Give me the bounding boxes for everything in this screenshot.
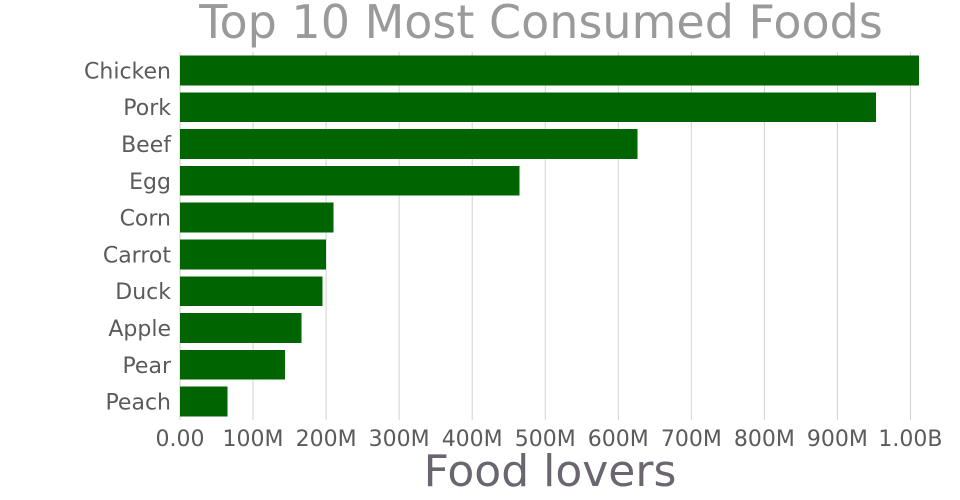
y-tick-label: Carrot (103, 243, 172, 268)
y-tick-label: Corn (120, 207, 171, 232)
bar-apple[interactable] (180, 313, 302, 343)
x-tick-label: 200M (296, 427, 357, 452)
x-tick-label: 700M (661, 427, 722, 452)
y-tick-label: Pear (122, 354, 171, 379)
x-tick-label: 600M (588, 427, 649, 452)
bar-carrot[interactable] (180, 239, 327, 270)
y-tick-label: Egg (129, 170, 171, 195)
bar-pork[interactable] (180, 92, 877, 123)
x-tick-label: 500M (515, 427, 576, 452)
bar-peach[interactable] (180, 386, 228, 417)
x-tick-label: 300M (369, 427, 430, 452)
bar-egg[interactable] (180, 165, 520, 196)
y-tick-label: Peach (105, 391, 171, 416)
x-tick-label: 0.00 (156, 427, 205, 452)
x-tick-label: 800M (734, 427, 795, 452)
y-tick-label: Duck (115, 280, 171, 305)
x-tick-label: 100M (223, 427, 284, 452)
y-tick-label: Pork (123, 96, 171, 121)
y-tick-label: Apple (108, 317, 171, 342)
chart-title: Top 10 Most Consumed Foods (198, 0, 883, 49)
y-tick-label: Chicken (84, 59, 171, 84)
bar-layer (180, 55, 920, 417)
x-tick-label: 400M (442, 427, 503, 452)
bar-corn[interactable] (180, 202, 334, 233)
bar-beef[interactable] (180, 129, 638, 159)
x-axis-title: Food lovers (424, 446, 677, 497)
y-axis-ticks: Chicken Pork Beef Egg Corn Carrot Duck Apple Pea… (84, 59, 172, 415)
y-tick-label: Beef (121, 133, 172, 158)
x-tick-label: 900M (807, 427, 868, 452)
x-axis-ticks: 0.00 100M 200M 300M 400M 500M 600M 700M 800M 900M… (156, 427, 943, 452)
bar-chicken[interactable] (180, 55, 920, 86)
x-tick-label: 1.00B (878, 427, 942, 452)
bar-duck[interactable] (180, 276, 323, 307)
bar-pear[interactable] (180, 349, 286, 380)
